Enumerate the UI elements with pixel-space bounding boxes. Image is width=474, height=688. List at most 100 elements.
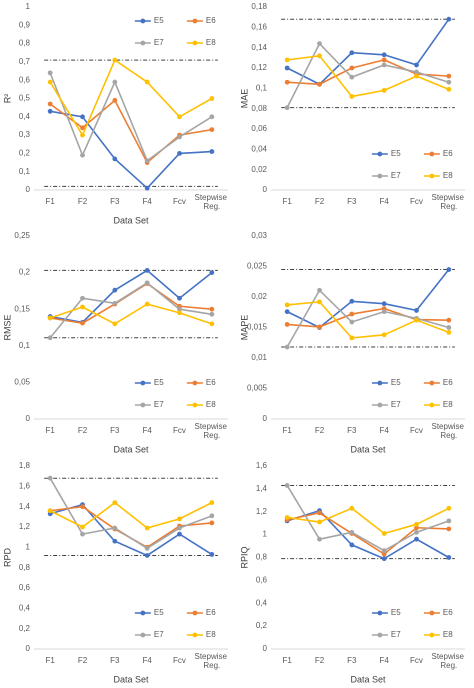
data-point — [317, 81, 322, 87]
data-point — [446, 526, 452, 532]
legend-label: E5 — [154, 378, 164, 387]
data-point — [414, 69, 419, 75]
data-point — [381, 57, 387, 63]
data-point — [381, 551, 387, 557]
series-line — [286, 42, 450, 109]
data-point — [446, 518, 452, 524]
legend-label: E8 — [206, 400, 216, 409]
series-line — [287, 512, 449, 556]
y-tick-label: 0,04 — [251, 144, 267, 153]
legend-marker — [377, 173, 383, 179]
data-point — [317, 324, 322, 330]
legend-label: E8 — [443, 171, 453, 180]
x-tick-label: F4 — [142, 197, 152, 206]
data-point — [177, 516, 182, 522]
data-point — [80, 504, 85, 510]
y-tick-label: 0,05 — [14, 378, 30, 387]
y-tick-label: 1,6 — [19, 481, 31, 490]
data-point — [284, 483, 290, 488]
x-tick-label: F3 — [347, 197, 357, 206]
data-point — [47, 335, 53, 341]
data-point — [349, 94, 355, 99]
legend-label: E8 — [443, 630, 453, 639]
y-tick-label: 0,01 — [251, 353, 267, 362]
data-point — [177, 310, 182, 316]
x-tick-label: Stepwise Reg. — [194, 193, 229, 211]
data-point — [446, 317, 452, 323]
data-point — [209, 114, 215, 120]
y-tick-label: 0 — [263, 414, 268, 423]
data-point — [209, 500, 215, 505]
legend-marker — [192, 610, 198, 616]
y-tick-label: 0,4 — [19, 112, 31, 121]
data-point — [47, 108, 53, 114]
x-tick-label: Stepwise Reg. — [194, 422, 229, 440]
y-tick-label: 1,8 — [19, 461, 31, 470]
x-tick-label: Fcv — [410, 656, 423, 665]
y-tick-label: 0,03 — [251, 231, 267, 240]
data-point — [112, 79, 118, 85]
data-point — [446, 325, 452, 330]
y-tick-label: 1,2 — [19, 522, 31, 531]
y-tick-label: 0,8 — [19, 563, 31, 572]
data-point — [284, 322, 290, 327]
data-point — [80, 114, 85, 120]
x-tick-label: F4 — [142, 656, 152, 665]
x-tick-label: F1 — [282, 426, 292, 435]
data-point — [284, 79, 290, 85]
data-point — [317, 519, 322, 525]
legend-marker — [192, 40, 198, 46]
data-point — [349, 542, 355, 548]
legend-label: E8 — [206, 630, 216, 639]
data-point — [80, 295, 85, 301]
data-point — [144, 185, 150, 191]
y-tick-label: 0,6 — [256, 575, 268, 584]
series-line — [286, 288, 450, 348]
data-point — [209, 96, 215, 101]
y-tick-label: 0 — [26, 185, 31, 194]
legend-marker — [192, 380, 198, 386]
y-tick-label: 0,12 — [251, 63, 267, 72]
data-point — [284, 515, 290, 520]
y-tick-label: 0,1 — [256, 83, 268, 92]
legend-marker — [140, 610, 146, 616]
data-point — [144, 79, 150, 85]
y-axis-label: RMSE — [2, 314, 12, 340]
x-axis-label: Data Set — [113, 215, 149, 225]
x-tick-label: Fcv — [173, 197, 186, 206]
series-line — [49, 281, 212, 339]
legend-marker — [377, 151, 383, 157]
data-point — [414, 73, 419, 79]
data-point — [446, 16, 452, 22]
x-tick-label: F3 — [110, 426, 120, 435]
x-tick-label: F2 — [315, 656, 325, 665]
legend-label: E7 — [391, 400, 401, 409]
y-tick-label: 1,2 — [256, 507, 268, 516]
x-tick-label: F2 — [78, 426, 88, 435]
chart-panel: 0 0,2 0,4 0,6 0,8 1 1,2 1,4 1,6 1,8 F1 F2 F3 F4 Fcv Ste… — [2, 461, 229, 684]
legend-marker — [429, 402, 435, 408]
x-tick-label: F2 — [78, 656, 88, 665]
y-axis-label: R² — [2, 94, 12, 104]
data-point — [144, 525, 150, 531]
data-point — [317, 53, 322, 59]
y-tick-label: 0,08 — [251, 104, 267, 113]
data-point — [209, 306, 215, 312]
data-point — [349, 505, 355, 511]
data-point — [381, 548, 387, 554]
x-tick-label: F3 — [110, 197, 120, 206]
x-tick-label: F4 — [142, 426, 152, 435]
series-line — [286, 485, 450, 552]
y-tick-label: 0,2 — [19, 149, 31, 158]
data-point — [414, 308, 419, 313]
data-point — [80, 320, 85, 326]
data-point — [317, 536, 322, 542]
x-axis-label: Data Set — [350, 674, 386, 684]
x-tick-label: Fcv — [173, 426, 186, 435]
series-line — [286, 509, 450, 560]
x-tick-label: F2 — [78, 197, 88, 206]
y-tick-label: 0,2 — [256, 621, 268, 630]
y-tick-label: 0,8 — [256, 553, 268, 562]
data-point — [112, 525, 118, 531]
x-tick-label: F1 — [45, 426, 55, 435]
